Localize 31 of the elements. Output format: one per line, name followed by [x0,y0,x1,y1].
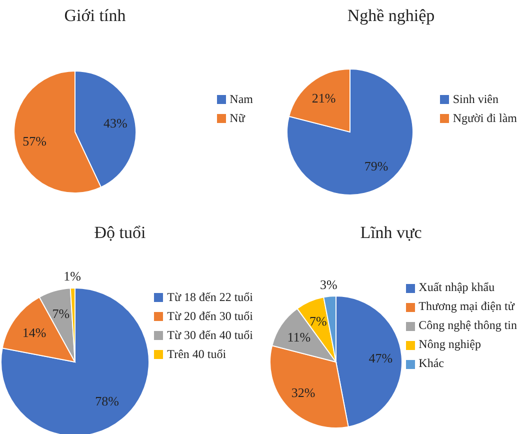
legend-label: Sinh viên [452,92,498,106]
legend-label: Thương mại điện tử [418,299,514,313]
chart-title: Độ tuổi [93,223,147,243]
chart-title: Lĩnh vực [359,223,423,243]
legend-label: Nữ [230,110,245,124]
legend-label: Người đi làm [452,110,517,124]
legend-label: Nam [230,92,253,106]
legend-label: Trên 40 tuổi [167,346,226,360]
data-label: 1% [64,268,82,284]
data-label: 7% [52,306,70,322]
data-label: 3% [320,276,338,292]
data-label: 43% [104,115,128,130]
legend-label: Từ 18 đến 22 tuổi [167,290,253,304]
legend-label: Khác [418,356,444,370]
legend-label: Từ 30 đến 40 tuổi [167,328,253,342]
pie-slice [286,68,414,196]
data-label: 7% [310,313,328,328]
data-label: 21% [312,90,336,106]
data-label: 78% [95,393,120,408]
chart-title: Giới tính [63,6,127,26]
data-label: 11% [287,329,311,344]
data-label: 32% [291,385,316,400]
legend-label: Từ 20 đến 30 tuổi [167,308,253,322]
data-label: 79% [364,158,388,174]
legend-label: Công nghệ thông tin [418,318,517,332]
data-label: 57% [22,134,47,149]
legend-label: Nông nghiệp [418,337,481,351]
data-label: 14% [22,324,46,340]
chart-title: Nghề nghiệp [346,6,436,26]
data-label: 47% [368,350,393,366]
legend-label: Xuất nhập khẩu [418,280,495,294]
